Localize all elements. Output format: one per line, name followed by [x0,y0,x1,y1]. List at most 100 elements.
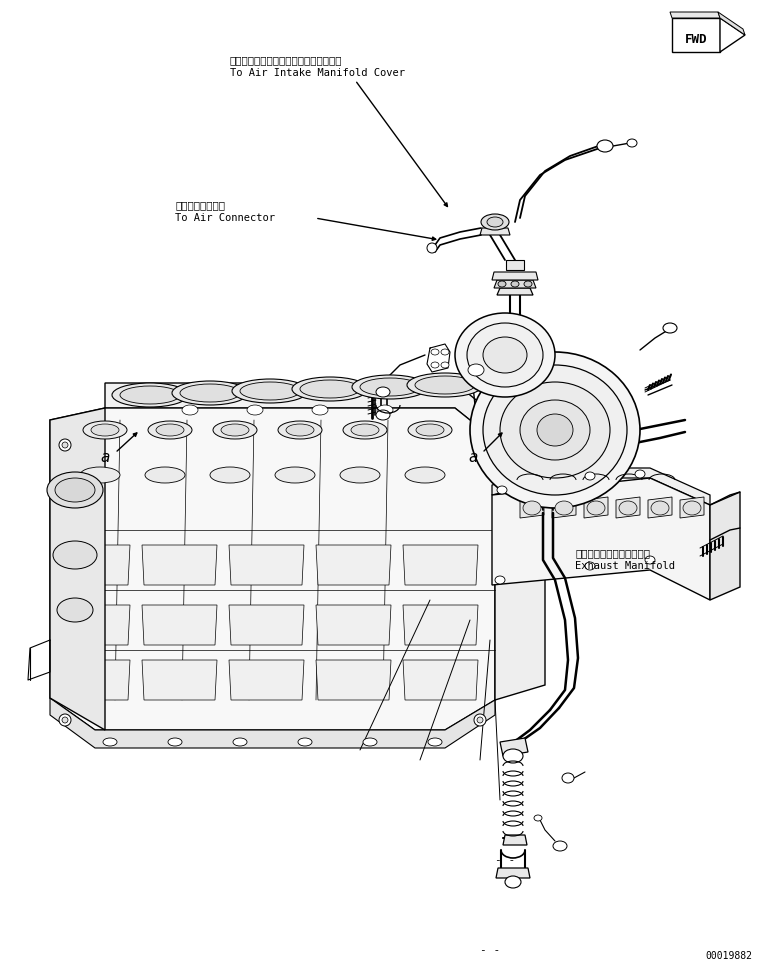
Ellipse shape [343,421,387,439]
Ellipse shape [431,349,439,355]
Ellipse shape [477,442,483,448]
Ellipse shape [619,501,637,515]
Ellipse shape [232,379,308,403]
Ellipse shape [470,352,640,508]
Ellipse shape [645,556,655,564]
Ellipse shape [415,376,475,394]
Ellipse shape [376,387,390,397]
Polygon shape [718,12,745,35]
Ellipse shape [59,439,71,451]
Ellipse shape [62,442,68,448]
Text: a: a [468,450,477,465]
Polygon shape [316,605,391,645]
Ellipse shape [474,439,486,451]
Polygon shape [403,605,478,645]
Polygon shape [680,497,704,518]
Ellipse shape [497,486,507,494]
Ellipse shape [168,738,182,746]
Ellipse shape [627,139,637,147]
Ellipse shape [300,380,360,398]
Ellipse shape [474,714,486,726]
Polygon shape [552,497,576,518]
Polygon shape [720,18,745,52]
Ellipse shape [47,472,103,508]
Ellipse shape [120,386,180,404]
Ellipse shape [377,405,393,415]
Polygon shape [500,738,528,756]
Ellipse shape [156,424,184,436]
Polygon shape [495,415,545,700]
Polygon shape [497,288,533,295]
Ellipse shape [427,243,437,253]
Polygon shape [316,660,391,700]
Ellipse shape [59,714,71,726]
Ellipse shape [340,467,380,483]
Ellipse shape [275,467,315,483]
Ellipse shape [635,470,645,478]
Text: - -: - - [495,855,515,865]
Ellipse shape [523,501,541,515]
Polygon shape [616,497,640,518]
Ellipse shape [103,738,117,746]
Ellipse shape [500,382,610,478]
Text: - -: - - [480,945,500,955]
Polygon shape [142,545,217,585]
Polygon shape [492,468,710,505]
Text: エアーインテークマニホールドカバーへ: エアーインテークマニホールドカバーへ [230,55,342,65]
Polygon shape [50,408,495,730]
Ellipse shape [286,424,314,436]
Polygon shape [142,660,217,700]
Ellipse shape [511,281,519,287]
Polygon shape [503,835,527,845]
Polygon shape [142,605,217,645]
Ellipse shape [53,541,97,569]
Ellipse shape [562,773,574,783]
Polygon shape [492,478,710,600]
Text: a: a [100,450,109,465]
Ellipse shape [505,876,521,888]
Polygon shape [50,698,495,748]
Ellipse shape [481,214,509,230]
Ellipse shape [534,815,542,821]
Ellipse shape [553,841,567,851]
Ellipse shape [597,140,613,152]
Polygon shape [229,660,304,700]
Ellipse shape [55,478,95,502]
Text: エアーコネクタへ: エアーコネクタへ [175,200,225,210]
Polygon shape [492,272,538,280]
Ellipse shape [683,501,701,515]
Ellipse shape [487,217,503,227]
Ellipse shape [292,377,368,401]
Polygon shape [494,280,536,288]
Ellipse shape [210,467,250,483]
Ellipse shape [555,501,573,515]
Polygon shape [496,868,530,878]
Ellipse shape [524,281,532,287]
Ellipse shape [233,738,247,746]
Ellipse shape [180,384,240,402]
Polygon shape [672,18,720,52]
Ellipse shape [503,749,523,763]
Ellipse shape [585,472,595,480]
Ellipse shape [428,738,442,746]
Ellipse shape [352,375,428,399]
Ellipse shape [83,421,127,439]
Polygon shape [520,497,544,518]
Polygon shape [316,545,391,585]
Ellipse shape [477,717,483,723]
Ellipse shape [351,424,379,436]
Ellipse shape [213,421,257,439]
Text: To Air Intake Manifold Cover: To Air Intake Manifold Cover [230,68,405,78]
Ellipse shape [62,717,68,723]
Polygon shape [584,497,608,518]
Text: To Air Connector: To Air Connector [175,213,275,223]
Text: FWD: FWD [685,33,707,46]
Polygon shape [648,497,672,518]
Ellipse shape [455,313,555,397]
Ellipse shape [112,383,188,407]
Ellipse shape [467,323,543,387]
Ellipse shape [587,501,605,515]
Polygon shape [480,228,510,235]
Ellipse shape [585,562,595,570]
Polygon shape [105,383,495,440]
